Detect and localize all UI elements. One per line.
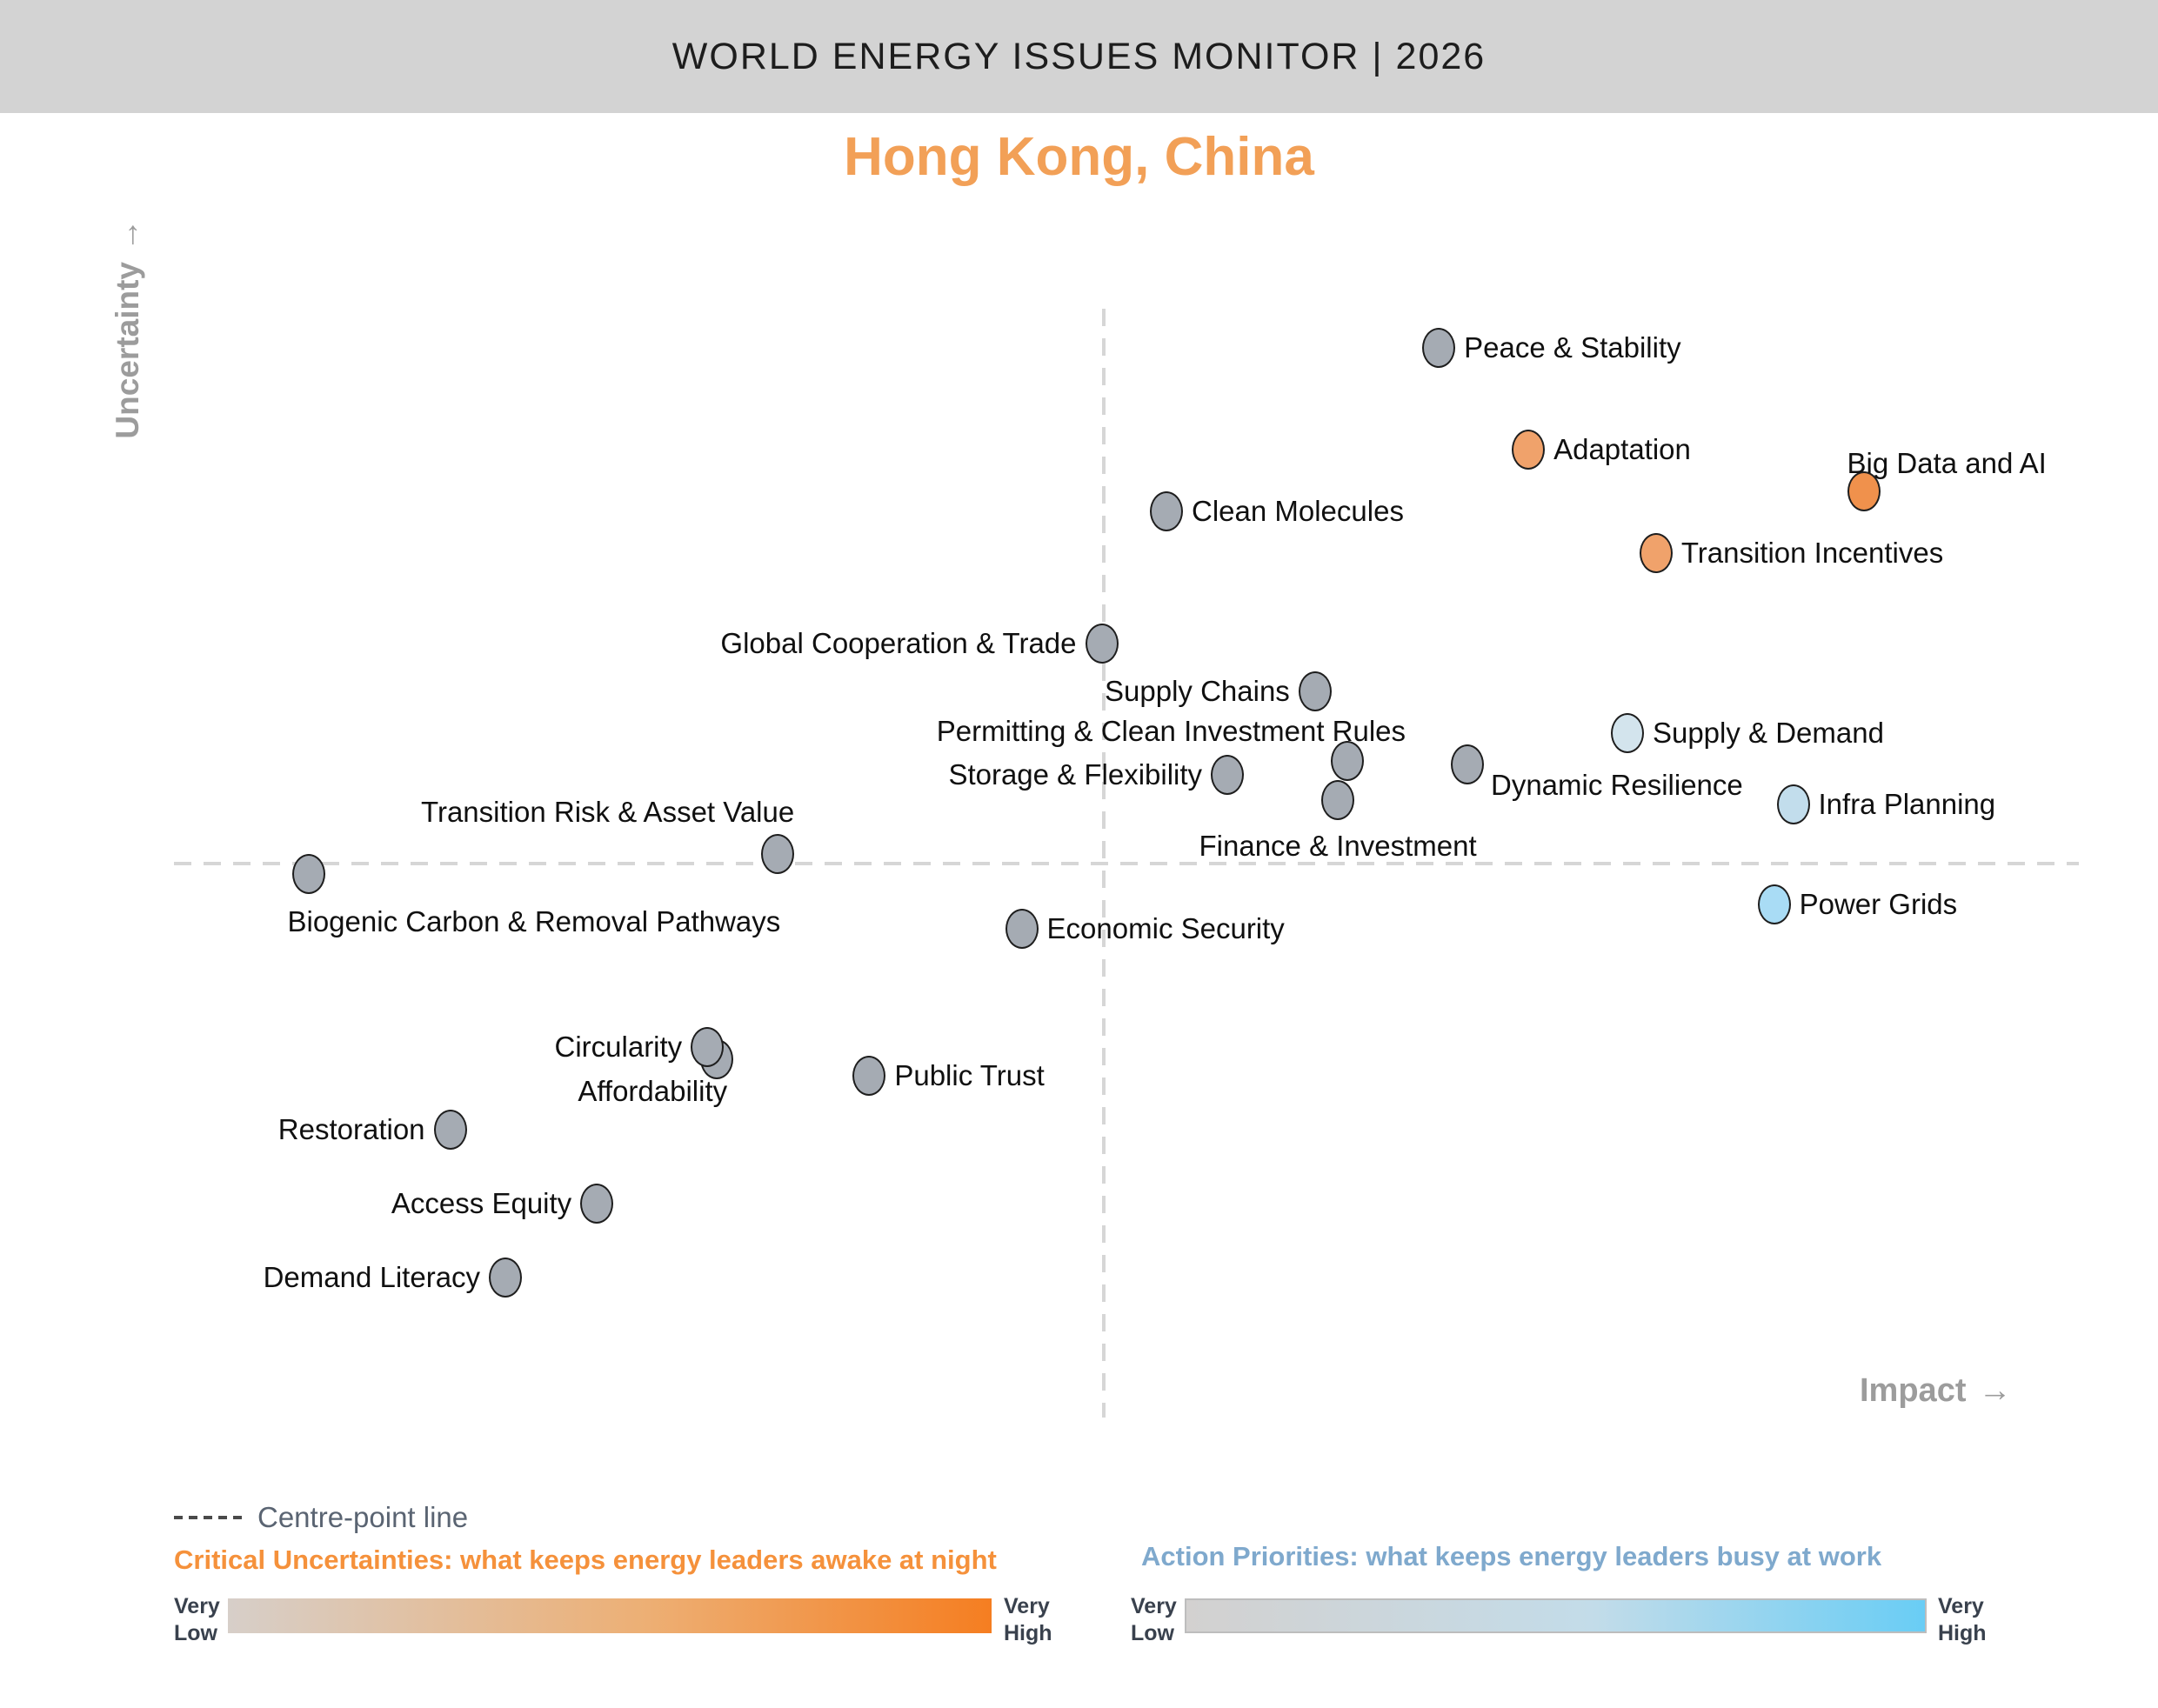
- access-equity-dot: [580, 1183, 614, 1224]
- chart-point-infra-planning: Infra Planning: [1776, 784, 1995, 824]
- supply-demand-label: Supply & Demand: [1652, 717, 1884, 750]
- chart-point-access-equity: Access Equity: [391, 1183, 614, 1224]
- global-cooperation-trade-dot: [1085, 624, 1119, 664]
- demand-literacy-label: Demand Literacy: [263, 1261, 481, 1294]
- plot-area: Peace & Stability Adaptation Big Data and …: [174, 309, 2079, 1418]
- chart-point-big-data-ai: Big Data and AI: [1847, 447, 2047, 512]
- storage-flexibility-dot: [1211, 754, 1245, 795]
- big-data-ai-dot: [1847, 471, 1881, 512]
- permitting-clean-investment-rules-dot: [1331, 741, 1365, 782]
- demand-literacy-dot: [489, 1258, 523, 1298]
- biogenic-carbon-removal-pathways-label: Biogenic Carbon & Removal Pathways: [287, 905, 781, 938]
- x-axis-label-text: Impact: [1860, 1372, 1967, 1409]
- global-cooperation-trade-label: Global Cooperation & Trade: [720, 627, 1077, 660]
- peace-stability-label: Peace & Stability: [1464, 330, 1681, 364]
- circularity-label: Circularity: [554, 1031, 683, 1064]
- chart-point-biogenic-carbon-removal-pathways: Biogenic Carbon & Removal Pathways: [287, 854, 780, 937]
- banner: WORLD ENERGY ISSUES MONITOR | 2026: [0, 0, 2158, 113]
- uncertainty-gradient-bar: [228, 1598, 992, 1633]
- up-arrow-icon: →: [110, 219, 145, 251]
- finance-investment-label: Finance & Investment: [1199, 829, 1477, 862]
- y-axis-label: Uncertainty →: [110, 219, 145, 439]
- restoration-label: Restoration: [277, 1112, 425, 1145]
- big-data-ai-label: Big Data and AI: [1847, 446, 2047, 479]
- adaptation-dot: [1512, 429, 1546, 470]
- supply-chains-label: Supply Chains: [1105, 675, 1290, 708]
- x-axis-label: Impact →: [1860, 1372, 2011, 1410]
- chart-point-dynamic-resilience: Dynamic Resilience: [1451, 744, 1743, 801]
- supply-demand-dot: [1610, 713, 1644, 754]
- chart-point-global-cooperation-trade: Global Cooperation & Trade: [720, 624, 1119, 664]
- clean-molecules-label: Clean Molecules: [1191, 495, 1404, 528]
- transition-risk-asset-value-dot: [761, 834, 795, 875]
- power-grids-dot: [1757, 884, 1791, 924]
- chart-point-finance-investment: Finance & Investment: [1199, 779, 1477, 862]
- biogenic-carbon-removal-pathways-dot: [292, 854, 326, 895]
- transition-incentives-dot: [1639, 532, 1673, 573]
- clean-molecules-dot: [1149, 491, 1183, 532]
- action-priorities-heading: Action Priorities: what keeps energy lea…: [1141, 1541, 1882, 1571]
- public-trust-dot: [852, 1056, 886, 1097]
- chart-point-peace-stability: Peace & Stability: [1422, 327, 1681, 368]
- chart-point-permitting-clean-investment-rules: Permitting & Clean Investment Rules: [937, 715, 1406, 782]
- affordability-label: Affordability: [578, 1075, 728, 1108]
- chart-point-supply-chains: Supply Chains: [1105, 671, 1332, 711]
- y-axis-label-text: Uncertainty: [110, 262, 145, 439]
- storage-flexibility-label: Storage & Flexibility: [948, 757, 1203, 791]
- action-scale-high-label: Very High: [1938, 1594, 1987, 1646]
- chart-point-public-trust: Public Trust: [852, 1056, 1045, 1097]
- chart-point-circularity: Circularity: [555, 1027, 725, 1068]
- chart-point-clean-molecules: Clean Molecules: [1149, 491, 1404, 532]
- chart-point-restoration: Restoration: [278, 1109, 467, 1150]
- critical-uncertainties-heading: Critical Uncertainties: what keeps energ…: [174, 1545, 997, 1575]
- restoration-dot: [433, 1109, 467, 1150]
- legend: Centre-point line Critical Uncertainties…: [0, 1478, 2158, 1708]
- uncertainty-scale-high-label: Very High: [1004, 1594, 1052, 1646]
- peace-stability-dot: [1422, 327, 1456, 368]
- economic-security-dot: [1005, 908, 1039, 949]
- dynamic-resilience-dot: [1451, 744, 1484, 785]
- adaptation-label: Adaptation: [1553, 433, 1691, 466]
- chart-point-supply-demand: Supply & Demand: [1610, 713, 1884, 754]
- dashed-line-icon: [174, 1516, 244, 1519]
- chart-point-transition-risk-asset-value: Transition Risk & Asset Value: [421, 796, 795, 875]
- chart-point-transition-incentives: Transition Incentives: [1639, 532, 1943, 573]
- circularity-dot: [691, 1027, 725, 1068]
- chart-point-power-grids: Power Grids: [1757, 884, 1957, 924]
- permitting-clean-investment-rules-label: Permitting & Clean Investment Rules: [936, 714, 1406, 747]
- dynamic-resilience-label: Dynamic Resilience: [1491, 768, 1743, 801]
- power-grids-label: Power Grids: [1799, 887, 1958, 920]
- right-arrow-icon: →: [1978, 1372, 2012, 1409]
- action-gradient-bar: [1185, 1598, 1927, 1633]
- banner-title: WORLD ENERGY ISSUES MONITOR | 2026: [671, 35, 1487, 77]
- chart-point-demand-literacy: Demand Literacy: [264, 1258, 523, 1298]
- infra-planning-label: Infra Planning: [1818, 788, 1996, 821]
- page-title: Hong Kong, China: [844, 127, 1314, 187]
- centre-line-horizontal: [174, 861, 2079, 865]
- chart-point-storage-flexibility: Storage & Flexibility: [948, 754, 1245, 795]
- public-trust-label: Public Trust: [894, 1059, 1045, 1092]
- centre-point-legend: Centre-point line: [174, 1501, 468, 1534]
- infra-planning-dot: [1776, 784, 1810, 824]
- transition-incentives-label: Transition Incentives: [1680, 536, 1944, 569]
- centre-point-legend-label: Centre-point line: [257, 1501, 469, 1533]
- supply-chains-dot: [1298, 671, 1332, 711]
- chart-point-economic-security: Economic Security: [1005, 908, 1285, 949]
- finance-investment-dot: [1321, 779, 1355, 820]
- economic-security-label: Economic Security: [1046, 911, 1285, 944]
- chart-point-adaptation: Adaptation: [1512, 429, 1691, 470]
- action-scale-low-label: Very Low: [1131, 1594, 1177, 1646]
- uncertainty-scale-low-label: Very Low: [174, 1594, 220, 1646]
- transition-risk-asset-value-label: Transition Risk & Asset Value: [421, 795, 795, 828]
- access-equity-label: Access Equity: [391, 1187, 572, 1220]
